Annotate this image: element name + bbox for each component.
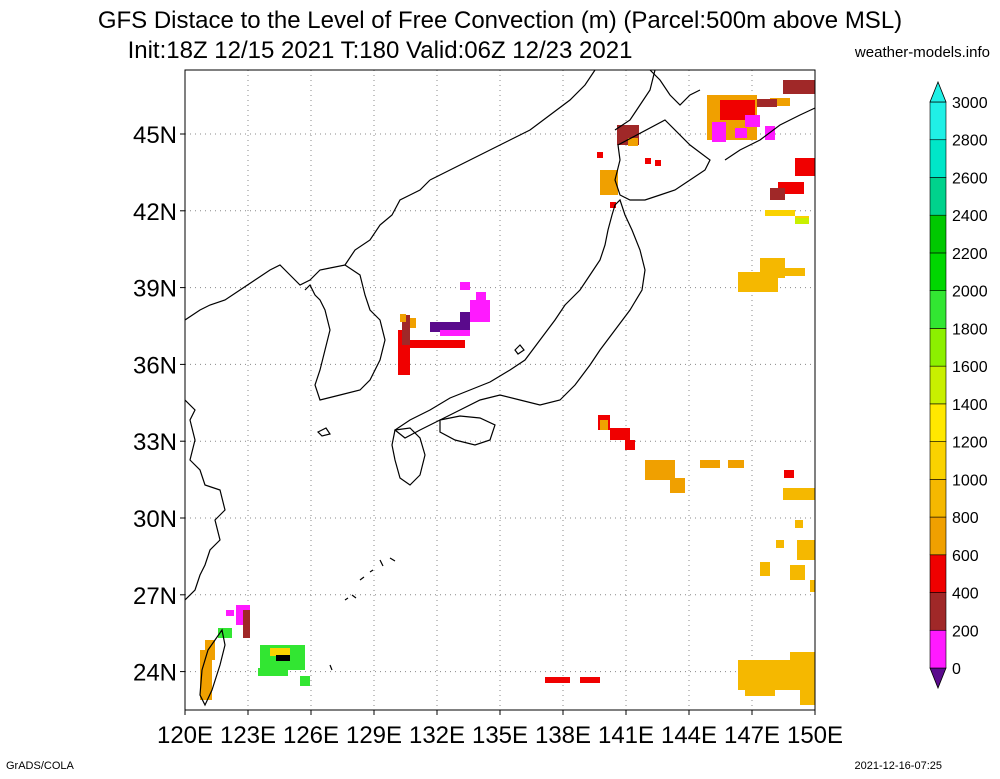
colorbar-min-arrow	[929, 667, 947, 690]
korea-east	[344, 179, 431, 266]
colorbar-label: 1400	[952, 397, 988, 414]
chart-title: GFS Distace to the Level of Free Convect…	[97, 7, 903, 34]
y-tick-label: 42N	[133, 199, 177, 226]
bohai-coast	[185, 264, 331, 321]
patch-sea-of-japan-magenta	[440, 282, 490, 336]
patch-39n-east	[738, 258, 805, 292]
russia-coast	[429, 70, 596, 181]
colorbar-segment	[929, 365, 947, 405]
y-tick-label: 33N	[133, 429, 177, 456]
x-tick-label: 138E	[535, 722, 591, 749]
colorbar-segment	[929, 328, 947, 367]
patch-north-korea-brown	[402, 315, 410, 345]
patch-taiwan-brown	[243, 610, 250, 638]
colorbar-segment	[929, 441, 947, 480]
coastlines	[185, 70, 815, 707]
colorbar-segment	[929, 403, 947, 442]
ryukyu-islands	[329, 557, 396, 671]
colorbar: 0 200 400 600 800 1000 1200 1400 1600 1800 2000 220…	[929, 80, 988, 690]
x-tick-label: 147E	[724, 722, 780, 749]
colorbar-label: 2800	[952, 133, 988, 150]
colorbar-label: 600	[952, 548, 979, 565]
patch-south-coast-orange	[600, 420, 744, 493]
sakhalin-kuril	[649, 70, 815, 161]
y-tick-label: 36N	[133, 352, 177, 379]
patch-24n-east	[738, 652, 815, 705]
colorbar-segment	[929, 290, 947, 329]
colorbar-segment	[929, 479, 947, 518]
patch-north-korea-orange	[400, 314, 416, 328]
colorbar-label: 3000	[952, 95, 988, 112]
grid-lines	[184, 70, 816, 710]
patch-ryukyu-yellow	[270, 648, 290, 656]
x-tick-label: 129E	[346, 722, 402, 749]
patch-24n-center-red	[545, 677, 600, 683]
colorbar-segment	[929, 252, 947, 291]
footer-software-label: GrADS/COLA	[6, 760, 74, 772]
patch-hokkaido-dots	[597, 152, 661, 208]
x-tick-label: 123E	[220, 722, 276, 749]
colorbar-label: 1800	[952, 321, 988, 338]
jeju	[316, 427, 331, 437]
x-tick-label: 141E	[598, 722, 654, 749]
colorbar-segment	[929, 592, 947, 631]
colorbar-label: 2200	[952, 246, 988, 263]
x-tick-label: 144E	[661, 722, 717, 749]
x-tick-label: 150E	[787, 722, 843, 749]
colorbar-segment	[929, 177, 947, 216]
taiwan-coast	[199, 628, 226, 707]
colorbar-segment	[929, 629, 947, 669]
patch-taiwan	[200, 640, 215, 700]
patch-east-brown	[770, 188, 785, 200]
patch-east-green	[795, 218, 809, 224]
axis-ticks: 120E 123E 126E 129E 132E 135E 138E 141E 144E 147E…	[133, 122, 843, 749]
x-tick-label: 135E	[472, 722, 528, 749]
colorbar-segment	[929, 139, 947, 178]
colorbar-max-arrow	[929, 80, 947, 103]
credit-label: weather-models.info	[854, 44, 990, 61]
patch-hokkaido-west-orange	[600, 138, 638, 195]
colorbar-label: 1000	[952, 472, 988, 489]
colorbar-label: 0	[952, 661, 961, 678]
kyushu	[391, 427, 426, 486]
colorbar-segment	[929, 101, 947, 141]
patch-ryukyu-dark	[276, 655, 290, 661]
patch-sea-of-japan-purple	[430, 312, 474, 332]
colorbar-label: 200	[952, 623, 979, 640]
y-tick-label: 39N	[133, 276, 177, 303]
x-tick-label: 126E	[283, 722, 339, 749]
lfc-field-patches	[200, 80, 815, 705]
shikoku	[439, 415, 496, 446]
colorbar-label: 800	[952, 510, 979, 527]
x-tick-label: 120E	[157, 722, 213, 749]
y-tick-label: 45N	[133, 122, 177, 149]
x-tick-label: 132E	[409, 722, 465, 749]
colorbar-label: 2600	[952, 170, 988, 187]
colorbar-segment	[929, 516, 947, 556]
sado-oki	[514, 344, 525, 355]
patch-31n-red	[784, 470, 794, 478]
colorbar-segment	[929, 214, 947, 254]
footer-timestamp: 2021-12-16-07:25	[854, 760, 942, 772]
patch-kuril-brown	[757, 80, 815, 107]
colorbar-label: 1600	[952, 359, 988, 376]
korea-peninsula	[304, 264, 386, 401]
patch-31n-east	[760, 488, 815, 592]
colorbar-segment	[929, 554, 947, 593]
y-tick-label: 24N	[133, 660, 177, 687]
colorbar-label: 1200	[952, 435, 988, 452]
honshu	[393, 198, 646, 439]
patch-taiwan-green	[218, 628, 232, 638]
hokkaido	[614, 70, 711, 201]
china-coast	[185, 399, 226, 601]
y-tick-label: 27N	[133, 583, 177, 610]
y-tick-label: 30N	[133, 506, 177, 533]
chart-subtitle: Init:18Z 12/15 2021 T:180 Valid:06Z 12/2…	[127, 37, 633, 64]
colorbar-label: 2400	[952, 208, 988, 225]
colorbar-label: 400	[952, 586, 979, 603]
colorbar-label: 2000	[952, 284, 988, 301]
